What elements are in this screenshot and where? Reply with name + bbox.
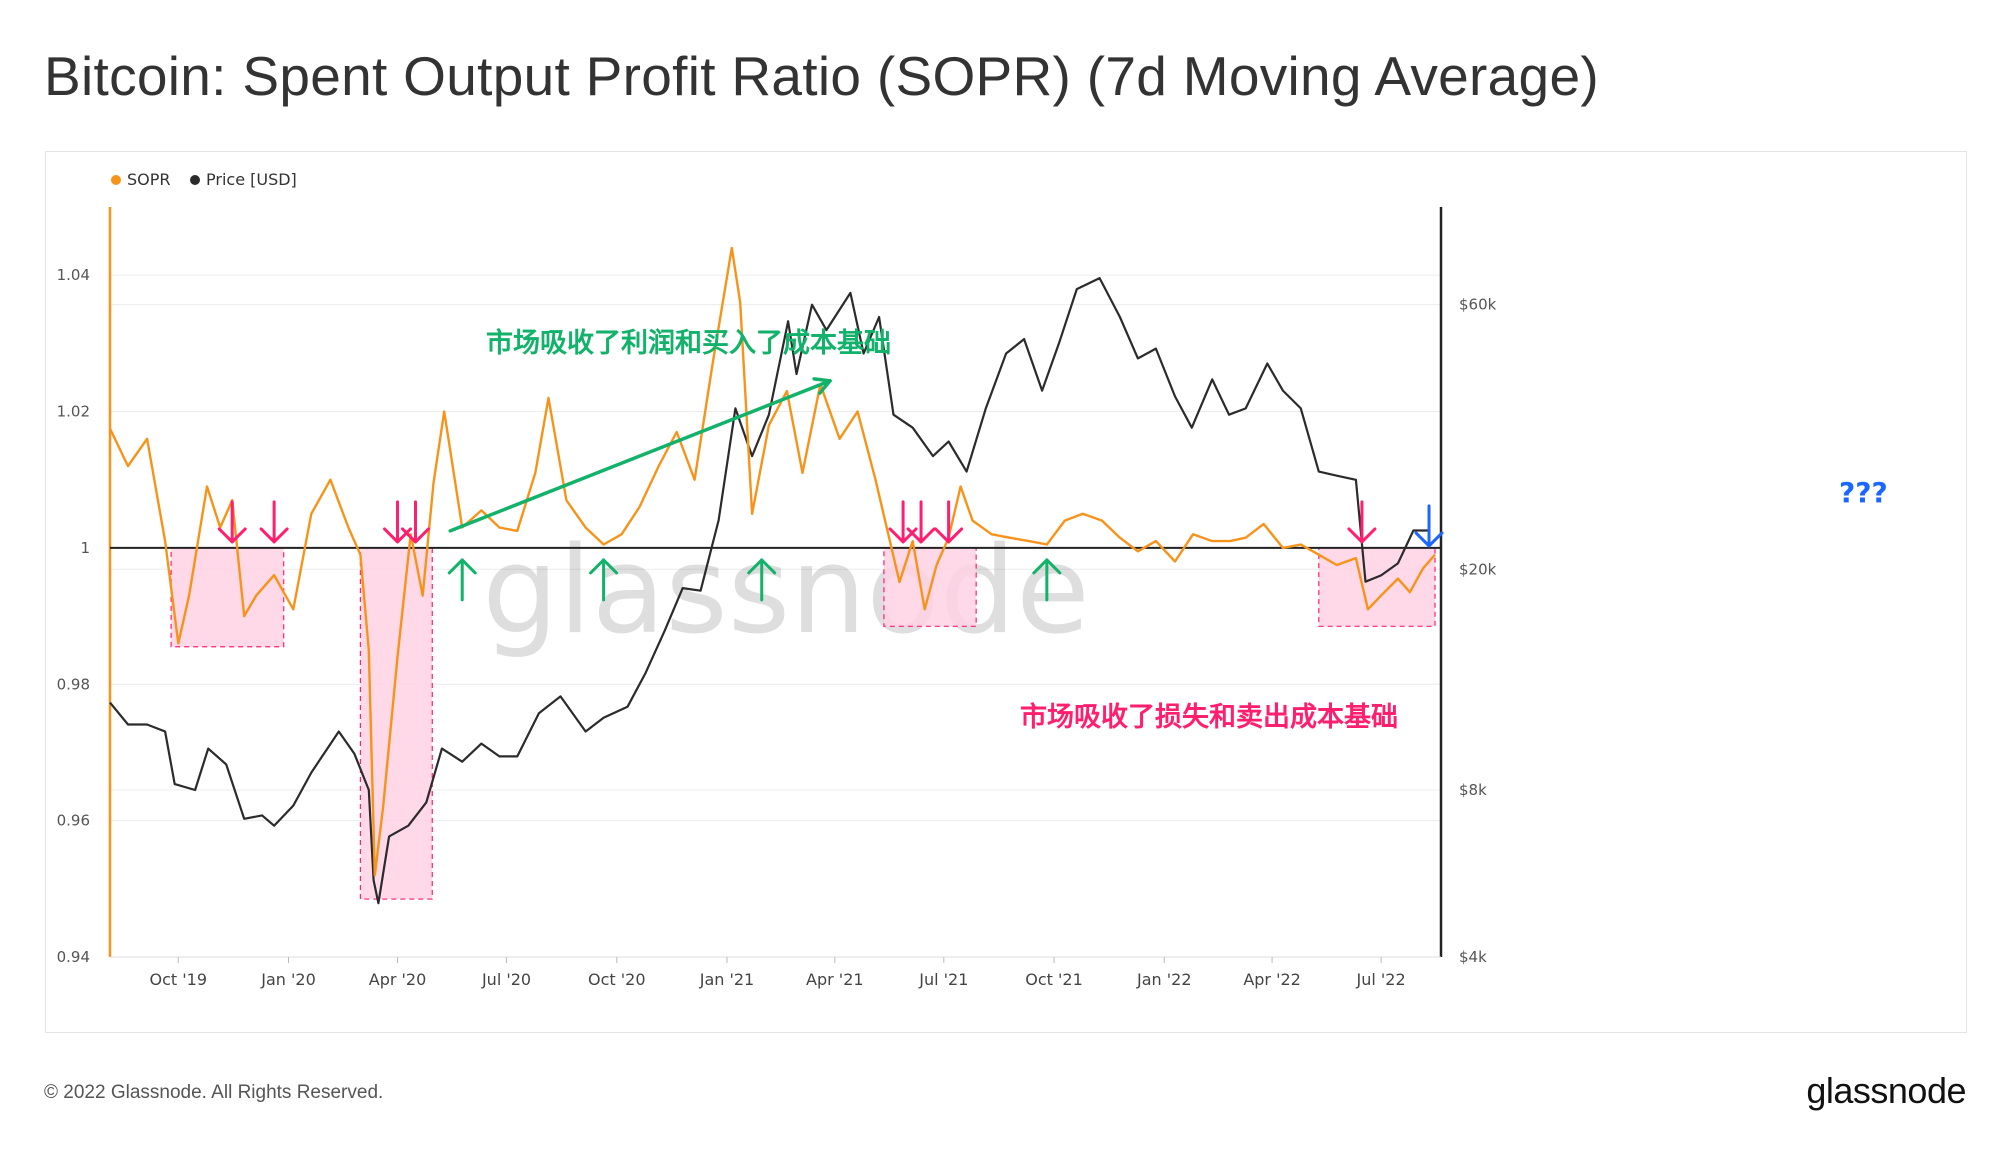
pink-down-arrow-7: [1347, 500, 1377, 544]
sopr-chart: SOPR Price [USD] glassnode 0.94 0.96 0.98 1 1…: [57, 170, 1888, 989]
annotation-pink-text: 市场吸收了损失和卖出成本基础: [1020, 701, 1398, 733]
pink-down-arrow-2: [383, 500, 413, 544]
pink-down-arrow-7-head: [1347, 527, 1377, 544]
trend-arrow-head: [812, 377, 832, 395]
green-up-arrow-1: [589, 558, 619, 602]
green-up-arrow-2-head: [747, 558, 777, 575]
y-right-tick-2: $20k: [1459, 560, 1497, 578]
x-tick-3: Jul '20: [481, 970, 531, 989]
x-tick-0: Oct '19: [150, 970, 208, 989]
x-tick-4: Oct '20: [588, 970, 646, 989]
legend-marker-1: [190, 175, 200, 185]
x-tick-10: Apr '22: [1243, 970, 1301, 989]
green-up-arrow-3-head: [1032, 558, 1062, 575]
x-tick-2: Apr '20: [369, 970, 427, 989]
watermark: glassnode: [482, 522, 1090, 661]
green-up-arrow-0-head: [447, 558, 477, 575]
x-tick-5: Jan '21: [699, 970, 755, 989]
blue-down-arrow-0-head: [1414, 531, 1444, 548]
chart-legend: SOPR Price [USD]: [111, 170, 297, 189]
y-right-tick-1: $8k: [1459, 781, 1487, 799]
y-left-tick-5: 1.04: [57, 266, 90, 284]
pink-down-arrow-0-head: [217, 527, 247, 544]
series-lines: [108, 246, 1436, 905]
y-right-tick-3: $60k: [1459, 296, 1497, 314]
pink-down-arrow-3-head: [400, 527, 430, 544]
x-tick-8: Oct '21: [1025, 970, 1083, 989]
pink-down-arrow-6-head: [934, 527, 964, 544]
pink-down-arrow-0: [217, 500, 247, 544]
legend-marker-0: [111, 175, 121, 185]
trend-arrow-line: [448, 379, 832, 533]
pink-down-arrow-5: [906, 500, 936, 544]
y-left-tick-2: 0.98: [57, 675, 90, 693]
page-title: Bitcoin: Spent Output Profit Ratio (SOPR…: [44, 45, 1599, 107]
y-left-tick-0: 0.94: [57, 948, 90, 966]
legend-label-0: SOPR: [127, 170, 171, 189]
annotation-question-text: ???: [1839, 476, 1888, 509]
price-line: [109, 276, 1429, 905]
annotation-green-text: 市场吸收了利润和买入了成本基础: [486, 327, 891, 359]
loss-zone-3: [1318, 547, 1436, 627]
pink-down-arrow-6: [934, 500, 964, 544]
y-left-tick-4: 1.02: [57, 403, 90, 421]
copyright-text: © 2022 Glassnode. All Rights Reserved.: [44, 1082, 384, 1103]
legend-label-1: Price [USD]: [206, 170, 297, 189]
green-up-arrow-0: [447, 558, 477, 602]
green-up-arrow-1-head: [589, 558, 619, 575]
x-tick-11: Jul '22: [1356, 970, 1406, 989]
pink-down-arrow-1-head: [259, 527, 289, 544]
green-up-arrow-2: [747, 558, 777, 602]
y-left-tick-3: 1: [80, 539, 90, 557]
chart-card: SOPR Price [USD] glassnode 0.94 0.96 0.98 1 1…: [45, 151, 1967, 1033]
pink-down-arrow-1: [259, 500, 289, 544]
y-left-tick-1: 0.96: [57, 812, 90, 830]
x-tick-6: Apr '21: [806, 970, 864, 989]
x-tick-1: Jan '20: [260, 970, 316, 989]
x-tick-9: Jan '22: [1136, 970, 1192, 989]
glassnode-logo: glassnode: [1806, 1070, 1966, 1111]
sopr-line: [108, 246, 1436, 877]
axes: 0.94 0.96 0.98 1 1.02 1.04 $4k $8k $20k $60k Oct '…: [57, 207, 1497, 989]
y-right-tick-0: $4k: [1459, 948, 1487, 966]
pink-down-arrow-5-head: [906, 527, 936, 544]
pink-down-arrow-3: [400, 500, 430, 544]
green-up-arrow-3: [1032, 558, 1062, 602]
x-tick-7: Jul '21: [918, 970, 968, 989]
blue-down-arrow-0: [1414, 504, 1444, 548]
